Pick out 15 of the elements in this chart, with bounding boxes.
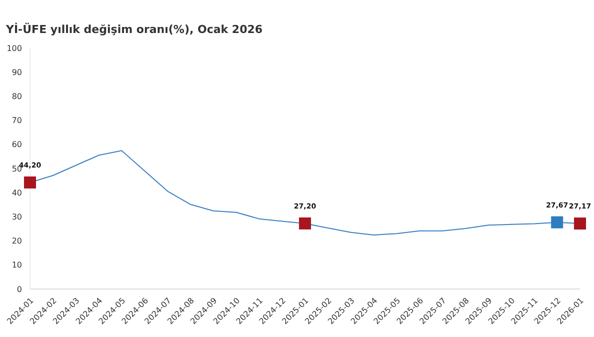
y-tick-label: 30 <box>12 212 22 222</box>
y-tick-label: 100 <box>6 44 22 53</box>
y-tick-label: 90 <box>12 68 22 77</box>
y-tick-label: 10 <box>12 260 22 270</box>
y-tick-label: 20 <box>12 236 22 246</box>
point <box>551 216 564 228</box>
chart-title: Yİ-ÜFE yıllık değişim oranı(%), Ocak 2026 <box>6 23 263 36</box>
y-tick-label: 60 <box>12 140 22 150</box>
y-tick-label: 0 <box>16 284 22 294</box>
y-tick-label: 70 <box>12 116 22 126</box>
point <box>574 218 586 230</box>
point <box>24 176 36 188</box>
y-tick-label: 40 <box>12 188 22 198</box>
point <box>299 217 311 230</box>
y-tick-label: 80 <box>12 92 22 102</box>
